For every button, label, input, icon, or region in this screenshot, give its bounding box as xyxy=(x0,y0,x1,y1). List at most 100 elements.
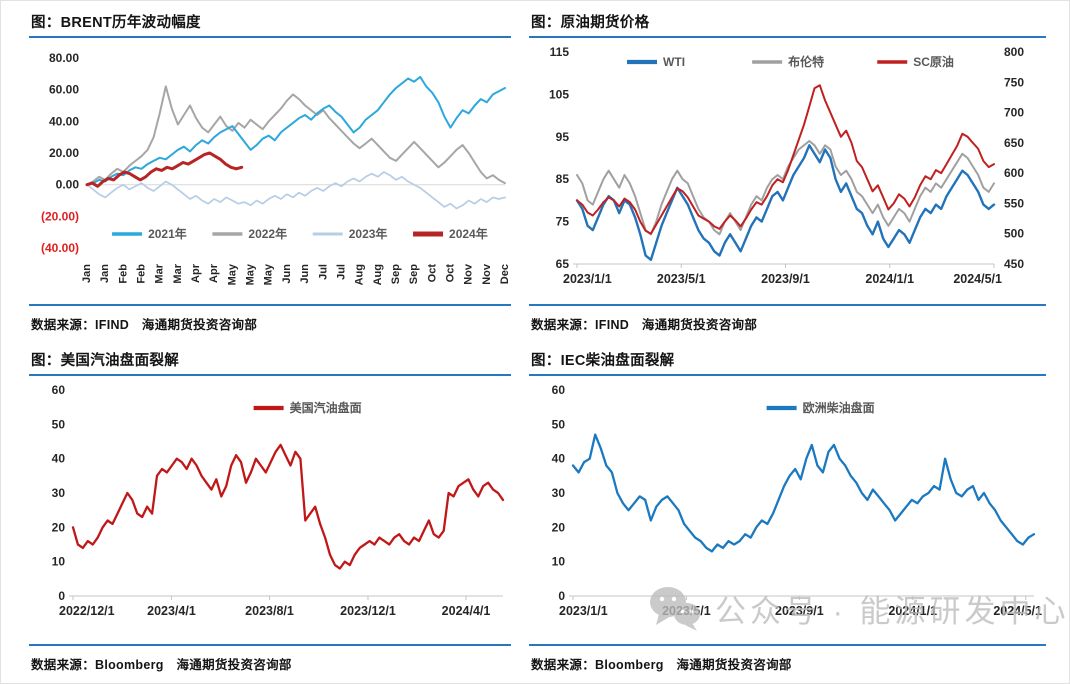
svg-text:75: 75 xyxy=(556,215,570,229)
panel-brent-volatility: 图：BRENT历年波动幅度 80.00 60.00 40.00 20.00 0.00 (2… xyxy=(29,9,511,333)
svg-text:2024/4/1: 2024/4/1 xyxy=(442,604,491,618)
svg-text:60.00: 60.00 xyxy=(49,83,79,97)
svg-text:Aug: Aug xyxy=(354,264,366,285)
svg-text:115: 115 xyxy=(550,45,570,59)
svg-text:2023/9/1: 2023/9/1 xyxy=(761,272,810,286)
svg-text:85: 85 xyxy=(556,172,570,186)
svg-text:Jan: Jan xyxy=(99,264,111,283)
svg-text:20.00: 20.00 xyxy=(49,146,79,160)
svg-text:2023/4/1: 2023/4/1 xyxy=(147,604,196,618)
svg-text:2021年: 2021年 xyxy=(148,226,187,241)
svg-text:布伦特: 布伦特 xyxy=(788,54,824,69)
svg-text:60: 60 xyxy=(552,383,566,397)
svg-text:Jun: Jun xyxy=(299,264,311,284)
svg-text:40: 40 xyxy=(552,452,566,466)
svg-text:Jul: Jul xyxy=(317,264,329,280)
svg-text:2024/1/1: 2024/1/1 xyxy=(865,272,914,286)
svg-text:May: May xyxy=(263,263,275,285)
svg-text:95: 95 xyxy=(556,130,570,144)
svg-text:2024/5/1: 2024/5/1 xyxy=(993,604,1042,618)
chart-title-crude-futures: 图：原油期货价格 xyxy=(529,9,1046,38)
chart-title-eu-diesel-crack: 图：IEC柴油盘面裂解 xyxy=(529,347,1046,376)
svg-text:10: 10 xyxy=(552,555,566,569)
svg-text:0: 0 xyxy=(558,589,565,603)
svg-text:2024年: 2024年 xyxy=(449,226,488,241)
svg-text:Feb: Feb xyxy=(136,264,148,284)
svg-text:Aug: Aug xyxy=(372,264,384,285)
svg-text:2024/1/1: 2024/1/1 xyxy=(888,604,937,618)
svg-text:Mar: Mar xyxy=(172,263,184,283)
svg-text:700: 700 xyxy=(1004,106,1024,120)
svg-text:2024/5/1: 2024/5/1 xyxy=(953,272,1002,286)
svg-text:0.00: 0.00 xyxy=(56,178,80,192)
svg-text:May: May xyxy=(226,263,238,285)
svg-text:50: 50 xyxy=(52,417,66,431)
svg-text:(20.00): (20.00) xyxy=(41,209,79,223)
svg-text:2023年: 2023年 xyxy=(349,226,388,241)
svg-text:600: 600 xyxy=(1004,166,1024,180)
svg-text:Sep: Sep xyxy=(390,264,402,284)
crude-futures-chart: 1151059585756580075070065060055050045020… xyxy=(549,45,1024,286)
svg-text:Jul: Jul xyxy=(335,264,347,280)
svg-text:Jun: Jun xyxy=(281,264,293,284)
panel-us-gasoline-crack: 图：美国汽油盘面裂解 60 50 40 30 20 10 0 2022/12/1 2023/4/… xyxy=(29,347,511,673)
svg-text:550: 550 xyxy=(1004,196,1024,210)
svg-text:2023/8/1: 2023/8/1 xyxy=(245,604,294,618)
svg-text:750: 750 xyxy=(1004,75,1024,89)
svg-text:500: 500 xyxy=(1004,227,1024,241)
source-eu-diesel-crack: 数据来源：Bloomberg 海通期货投资咨询部 xyxy=(529,644,1046,673)
svg-text:20: 20 xyxy=(552,520,566,534)
chart-title-brent-volatility: 图：BRENT历年波动幅度 xyxy=(29,9,511,38)
svg-text:Dec: Dec xyxy=(499,264,511,284)
svg-text:Apr: Apr xyxy=(190,263,202,283)
svg-text:2022/12/1: 2022/12/1 xyxy=(59,604,115,618)
svg-text:Nov: Nov xyxy=(463,263,475,285)
svg-text:0: 0 xyxy=(58,589,65,603)
svg-text:50: 50 xyxy=(552,417,566,431)
svg-text:105: 105 xyxy=(549,87,569,101)
svg-text:(40.00): (40.00) xyxy=(41,241,79,255)
svg-text:650: 650 xyxy=(1004,136,1024,150)
svg-text:10: 10 xyxy=(52,555,66,569)
svg-text:Jan: Jan xyxy=(81,264,93,283)
svg-text:Feb: Feb xyxy=(117,264,129,284)
svg-text:40.00: 40.00 xyxy=(49,114,79,128)
svg-text:2022年: 2022年 xyxy=(248,226,287,241)
svg-text:欧洲柴油盘面: 欧洲柴油盘面 xyxy=(803,400,875,415)
svg-text:Apr: Apr xyxy=(208,263,220,283)
svg-text:60: 60 xyxy=(52,383,66,397)
source-us-gasoline-crack: 数据来源：Bloomberg 海通期货投资咨询部 xyxy=(29,644,511,673)
svg-text:20: 20 xyxy=(52,520,66,534)
svg-text:Mar: Mar xyxy=(154,263,166,283)
source-brent-volatility: 数据来源：IFIND 海通期货投资咨询部 xyxy=(29,304,511,333)
svg-text:2023/5/1: 2023/5/1 xyxy=(657,272,706,286)
svg-text:80.00: 80.00 xyxy=(49,51,79,65)
svg-text:800: 800 xyxy=(1004,45,1024,59)
svg-text:40: 40 xyxy=(52,452,66,466)
svg-text:Nov: Nov xyxy=(481,263,493,285)
svg-text:WTI: WTI xyxy=(663,55,685,69)
svg-text:2023/1/1: 2023/1/1 xyxy=(559,604,608,618)
panel-crude-futures: 图：原油期货价格 115 105 95 85 75 65 800 750 700 650 600 55… xyxy=(529,9,1046,333)
chart-title-us-gasoline-crack: 图：美国汽油盘面裂解 xyxy=(29,347,511,376)
svg-text:美国汽油盘面: 美国汽油盘面 xyxy=(290,400,362,415)
svg-text:2023/9/1: 2023/9/1 xyxy=(775,604,824,618)
panel-eu-diesel-crack: 图：IEC柴油盘面裂解 60 50 40 30 20 10 0 2023/1/1 2023/5/… xyxy=(529,347,1046,673)
svg-text:2023/1/1: 2023/1/1 xyxy=(563,272,612,286)
svg-text:2023/5/1: 2023/5/1 xyxy=(662,604,711,618)
svg-text:30: 30 xyxy=(552,486,566,500)
svg-text:Sep: Sep xyxy=(408,264,420,284)
svg-text:Oct: Oct xyxy=(444,264,456,283)
svg-text:Oct: Oct xyxy=(426,264,438,283)
svg-text:2023/12/1: 2023/12/1 xyxy=(340,604,396,618)
source-crude-futures: 数据来源：IFIND 海通期货投资咨询部 xyxy=(529,304,1046,333)
svg-text:450: 450 xyxy=(1004,257,1024,271)
svg-text:SC原油: SC原油 xyxy=(913,54,954,69)
svg-text:30: 30 xyxy=(52,486,66,500)
svg-text:65: 65 xyxy=(556,257,570,271)
svg-text:May: May xyxy=(245,263,257,285)
brent-volatility-chart: 80.0060.0040.0020.000.00(20.00)(40.00)Ja… xyxy=(41,51,511,285)
